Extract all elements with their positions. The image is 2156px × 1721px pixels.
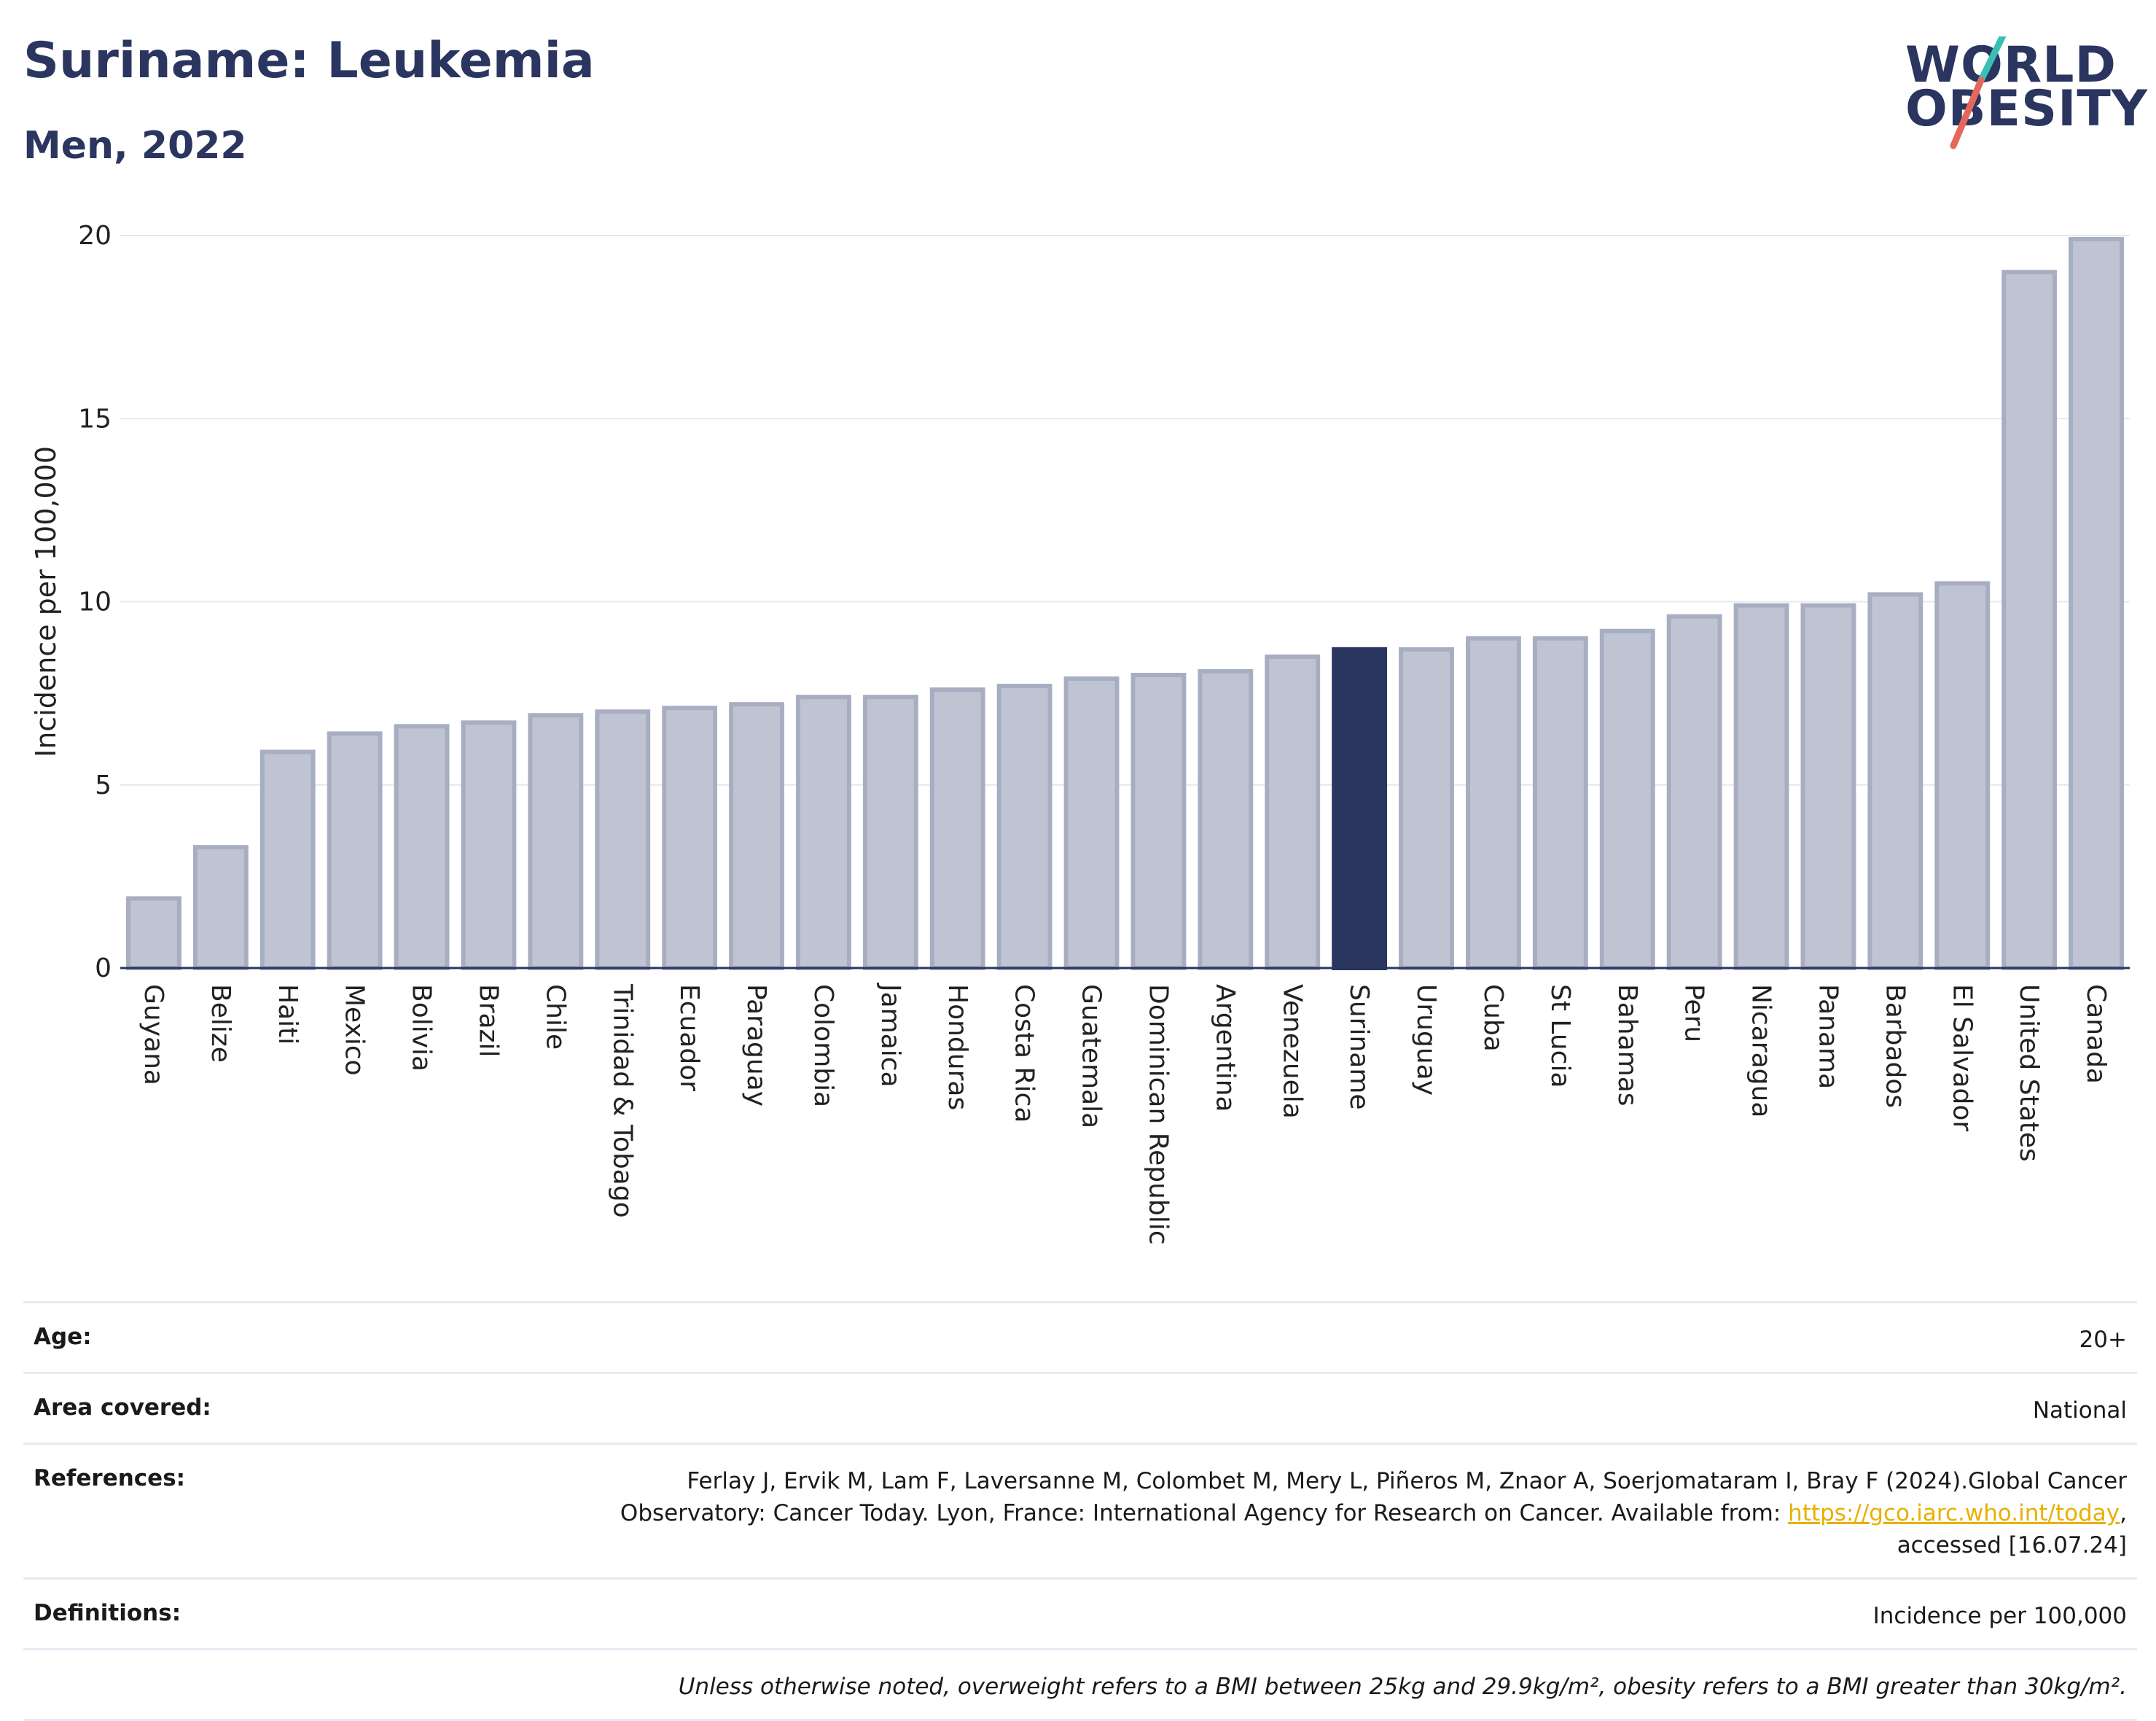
x-tick-label: Panama <box>1813 984 1843 1089</box>
bar-belize <box>192 845 249 970</box>
x-tick-label: Peru <box>1679 984 1709 1042</box>
x-tick-label: Barbados <box>1880 984 1910 1108</box>
bar-mexico <box>327 731 383 971</box>
bar-haiti <box>259 749 316 971</box>
y-tick-label: 0 <box>95 953 112 983</box>
bar-chart: 0 5 10 15 20 Incidence per 100,000 Guyana Beliz… <box>30 221 2130 1245</box>
age-label: Age: <box>34 1324 92 1350</box>
x-tick-label: Ecuador <box>674 984 704 1091</box>
x-tick-label: United States <box>2014 984 2044 1162</box>
bar-venezuela <box>1265 654 1321 970</box>
bar-bolivia <box>394 724 450 970</box>
x-tick-label: St Lucia <box>1545 984 1575 1088</box>
x-tick-label: Belize <box>206 984 235 1063</box>
x-tick-label: Honduras <box>942 984 972 1110</box>
x-tick-label: Uruguay <box>1411 984 1441 1096</box>
y-tick-label: 10 <box>78 588 112 617</box>
age-value: 20+ <box>2079 1327 2127 1353</box>
bar-paraguay <box>729 702 784 970</box>
references-value: Ferlay J, Ervik M, Lam F, Laversanne M, … <box>620 1468 2127 1558</box>
reference-link[interactable]: https://gco.iarc.who.int/today <box>1788 1500 2120 1526</box>
x-tick-label: Haiti <box>273 984 302 1045</box>
bar-nicaragua <box>1733 603 1789 971</box>
x-tick-label: Argentina <box>1210 984 1240 1112</box>
bar-colombia <box>796 695 851 971</box>
area-label: Area covered: <box>34 1394 211 1421</box>
x-tick-label: Venezuela <box>1277 984 1307 1119</box>
bar-honduras <box>929 687 985 970</box>
x-tick-label: Jamaica <box>875 983 905 1088</box>
y-tick-label: 15 <box>78 404 112 434</box>
x-tick-label: Guatemala <box>1077 984 1106 1128</box>
x-tick-label: Guyana <box>138 984 168 1085</box>
x-tick-label: Canada <box>2081 984 2111 1084</box>
bar-jamaica <box>862 695 918 971</box>
x-tick-label: El Salvador <box>1947 984 1977 1131</box>
meta-row-age: Age: 20+ <box>23 1301 2137 1372</box>
y-tick-label: 5 <box>95 770 112 800</box>
metadata-table: Age: 20+ Area covered: National Referenc… <box>23 1301 2137 1721</box>
x-tick-label: Dominican Republic <box>1143 984 1173 1245</box>
references-label: References: <box>34 1465 186 1491</box>
x-tick-label: Mexico <box>340 984 370 1076</box>
bar-ecuador <box>662 706 718 970</box>
x-tick-label: Bolivia <box>407 984 437 1072</box>
x-tick-label: Nicaragua <box>1746 984 1776 1117</box>
page-subtitle: Men, 2022 <box>23 124 247 168</box>
bar-trinidad-tobago <box>595 709 651 970</box>
bar-el-salvador <box>1934 581 1991 970</box>
meta-row-note: Unless otherwise noted, overweight refer… <box>23 1648 2137 1721</box>
x-tick-label: Costa Rica <box>1009 984 1039 1123</box>
bar-barbados <box>1867 592 1923 970</box>
bar-uruguay <box>1399 647 1454 970</box>
bar-dominican-republic <box>1130 673 1187 970</box>
x-tick-label: Bahamas <box>1612 984 1642 1107</box>
bar-argentina <box>1198 668 1254 970</box>
bar-st-lucia <box>1532 636 1588 970</box>
x-tick-label: Colombia <box>808 984 838 1107</box>
x-tick-label: Trinidad & Tobago <box>607 983 637 1218</box>
x-tick-label: Brazil <box>473 984 503 1057</box>
bmi-note: Unless otherwise noted, overweight refer… <box>678 1674 2127 1700</box>
bar-bahamas <box>1599 628 1655 970</box>
y-axis-title: Incidence per 100,000 <box>30 446 62 757</box>
bar-costa-rica <box>996 684 1052 970</box>
bar-peru <box>1666 614 1722 970</box>
definitions-value: Incidence per 100,000 <box>1872 1603 2127 1629</box>
x-tick-label: Cuba <box>1478 984 1508 1052</box>
bar-canada <box>2069 237 2124 970</box>
meta-row-references: References: Ferlay J, Ervik M, Lam F, La… <box>23 1443 2137 1577</box>
page-title: Suriname: Leukemia <box>23 32 595 90</box>
world-obesity-logo: WORLD OBESITY <box>1895 36 2147 160</box>
bar-suriname <box>1332 647 1388 970</box>
bar-guatemala <box>1063 676 1120 971</box>
bar-cuba <box>1466 636 1521 970</box>
meta-row-definitions: Definitions: Incidence per 100,000 <box>23 1577 2137 1648</box>
bar-united-states <box>2001 270 2058 970</box>
bar-panama <box>1800 603 1856 971</box>
area-value: National <box>2032 1397 2127 1424</box>
y-tick-label: 20 <box>78 221 112 251</box>
definitions-label: Definitions: <box>34 1600 181 1626</box>
x-tick-label: Paraguay <box>741 984 771 1107</box>
x-tick-label: Suriname <box>1344 984 1374 1110</box>
bar-chile <box>528 713 584 971</box>
logo-slash-icon <box>1950 36 2007 149</box>
bar-guyana <box>126 896 181 971</box>
x-tick-label: Chile <box>540 984 570 1050</box>
bar-brazil <box>461 720 517 970</box>
meta-row-area: Area covered: National <box>23 1372 2137 1443</box>
